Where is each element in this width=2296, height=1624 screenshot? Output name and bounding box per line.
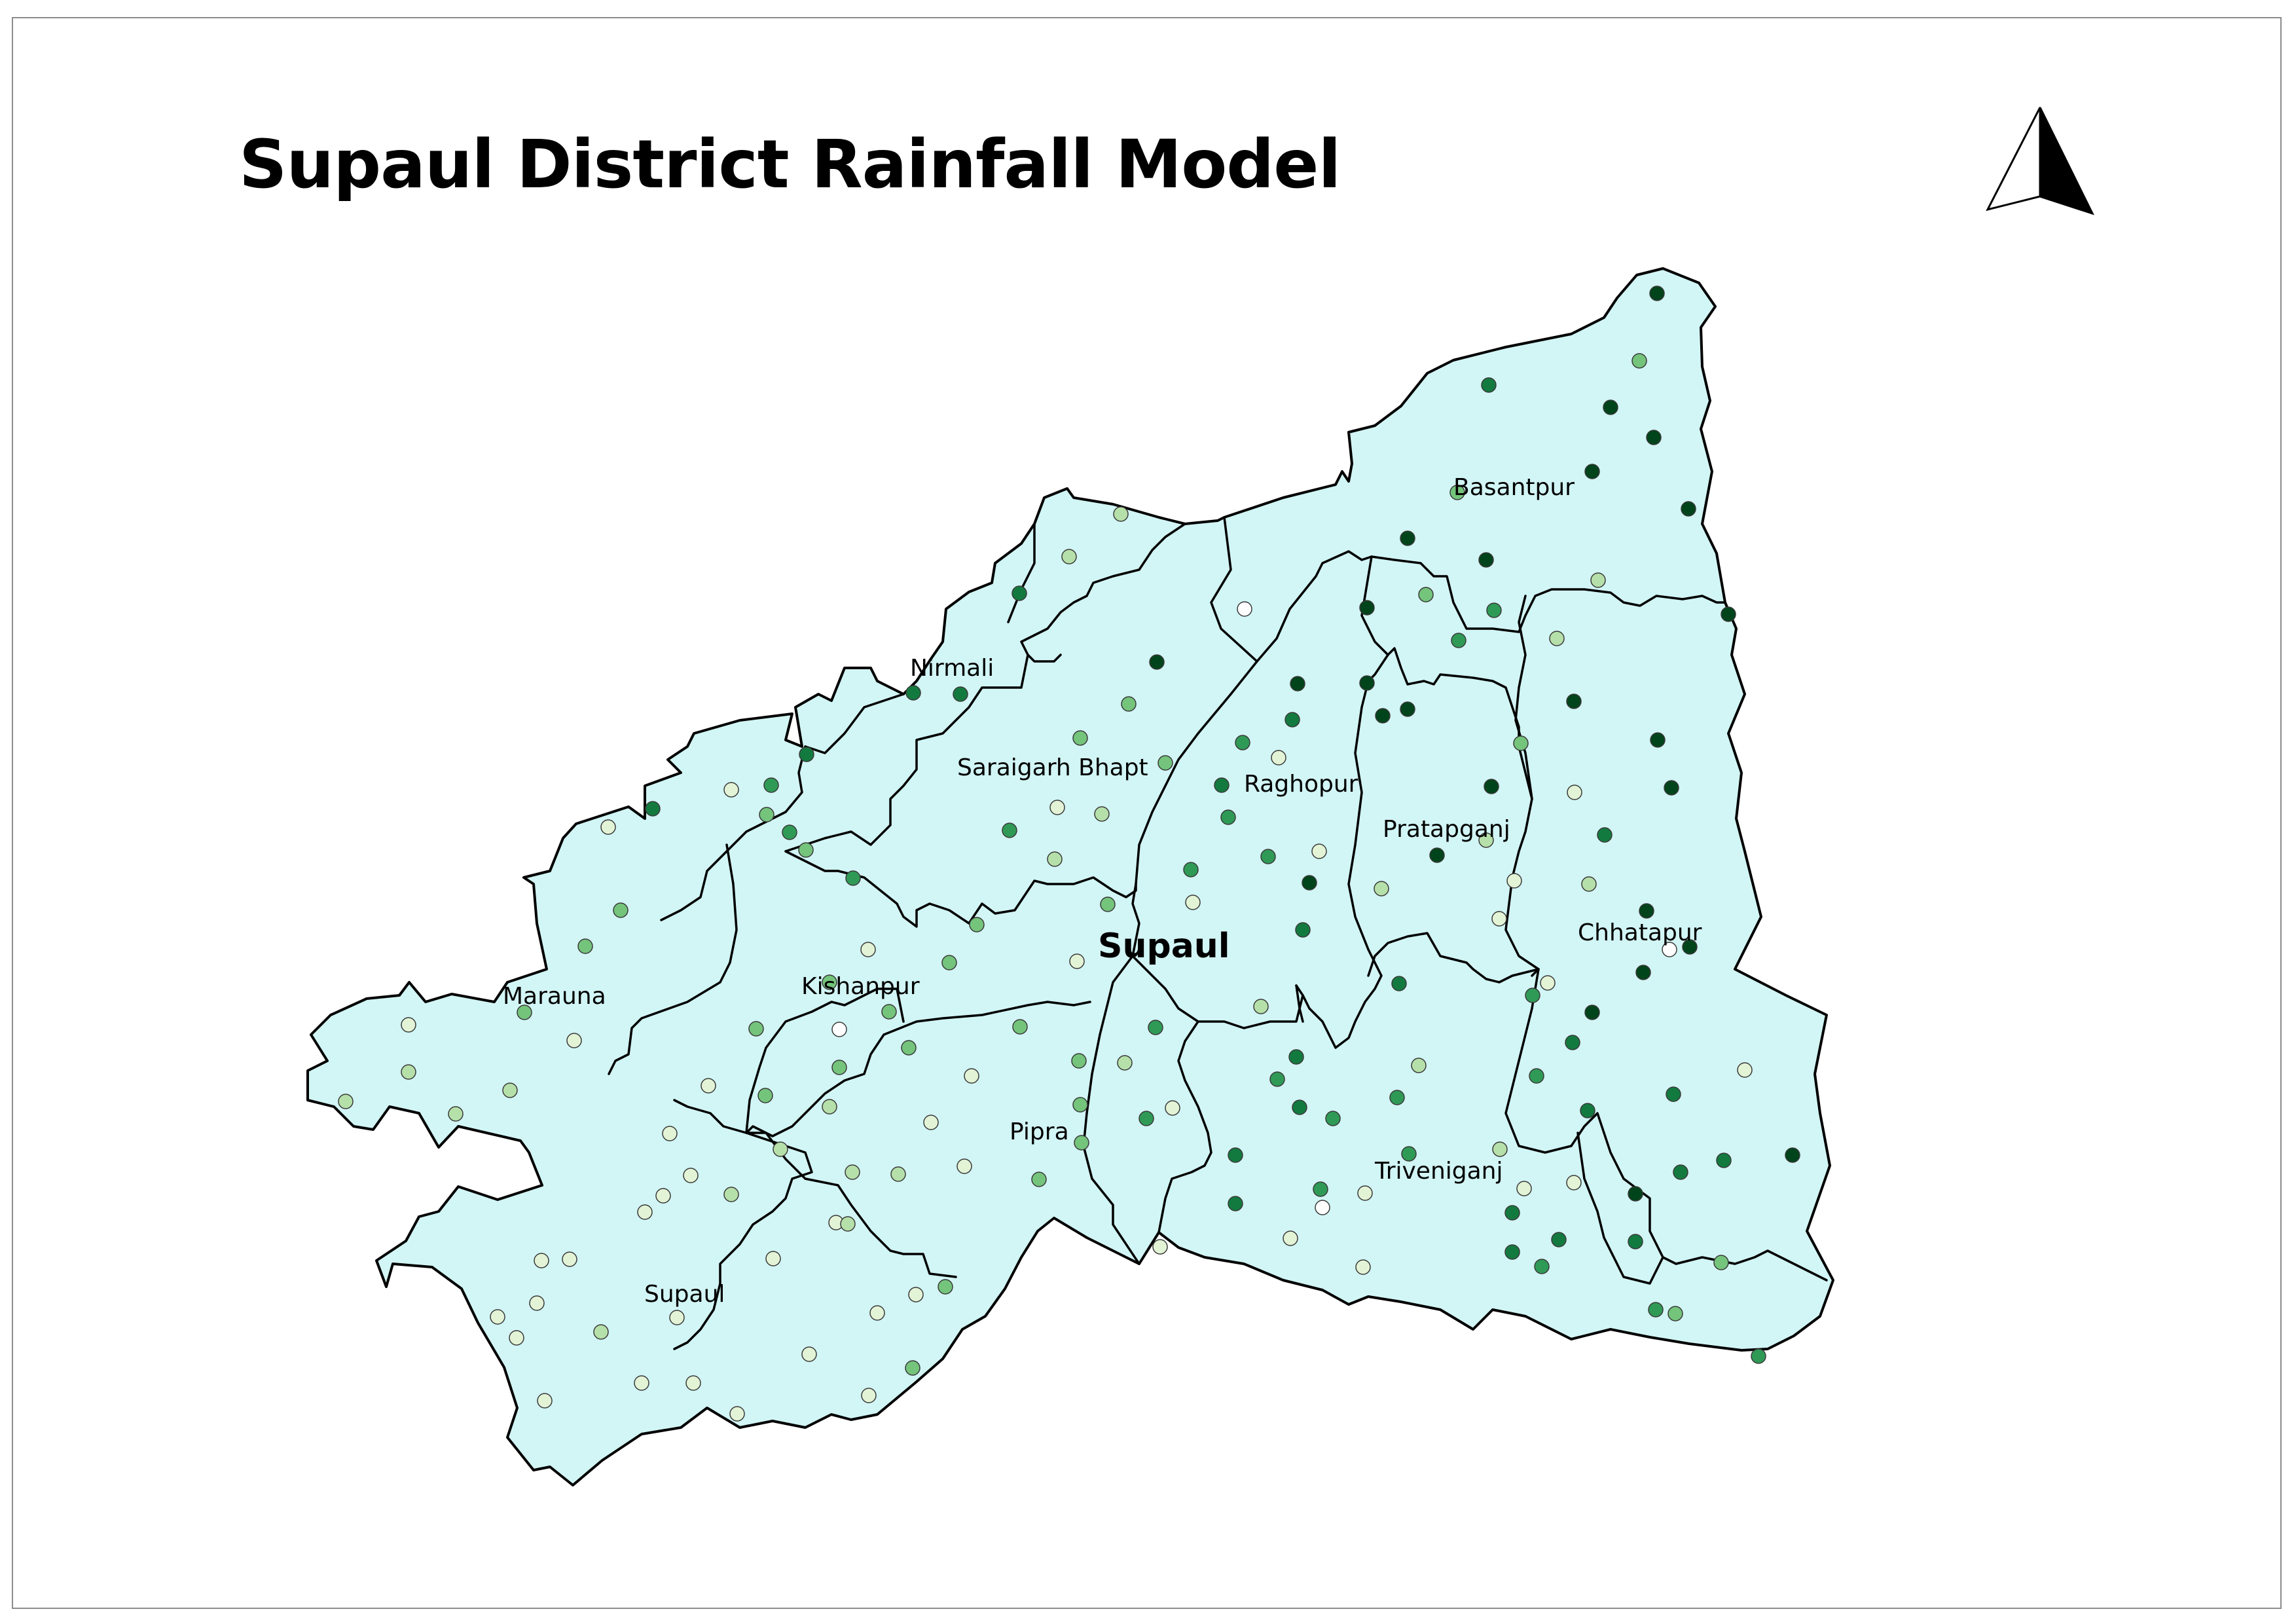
map-title: Supaul District Rainfall Model bbox=[239, 126, 1341, 204]
block-label-saraigarh-bhapt: Saraigarh Bhapt bbox=[957, 754, 1148, 781]
block-labels: Basantpur Nirmali Saraigarh Bhapt Raghop… bbox=[503, 474, 1702, 1308]
block-label-marauna: Marauna bbox=[503, 983, 606, 1010]
block-label-pipra: Pipra bbox=[1010, 1118, 1069, 1145]
block-label-raghopur: Raghopur bbox=[1244, 771, 1358, 798]
block-label-supaul: Supaul bbox=[644, 1281, 725, 1308]
district-label: Supaul bbox=[1098, 927, 1230, 966]
block-label-chhatapur: Chhatapur bbox=[1578, 919, 1702, 946]
rainfall-points bbox=[338, 286, 1800, 1422]
block-label-basantpur: Basantpur bbox=[1453, 474, 1575, 501]
block-label-nirmali: Nirmali bbox=[910, 655, 994, 682]
north-arrow-icon bbox=[1984, 105, 2095, 219]
block-label-kishanpur: Kishanpur bbox=[801, 973, 920, 1000]
block-label-triveniganj: Triveniganj bbox=[1374, 1158, 1503, 1185]
block-boundaries bbox=[608, 516, 1828, 1350]
block-label-pratapganj: Pratapganj bbox=[1383, 816, 1510, 843]
